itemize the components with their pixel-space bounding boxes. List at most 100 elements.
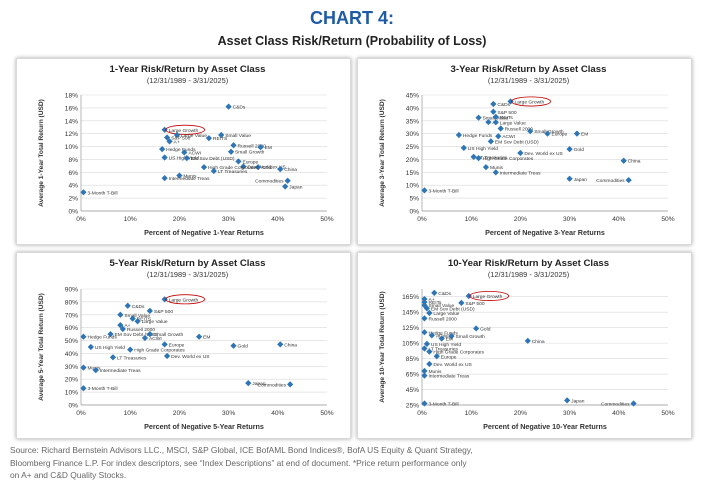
data-label: LT Treasuries [428,347,458,353]
data-label: Gold [574,147,585,153]
point-us-high-yield [460,144,467,151]
y-tick-label: 18% [65,93,78,100]
chart-panel-1-year: 1-Year Risk/Return by Asset Class (12/31/… [16,58,351,245]
data-label: 3-Month T-Bill [428,401,458,407]
point-dev-world-ex-us [163,352,171,360]
x-tick-label: 40% [271,216,284,223]
data-label: REITs [500,115,514,121]
y-tick-label: 85% [406,356,419,363]
data-label: REITS [213,136,228,142]
point-munis [482,164,490,171]
point-reits [129,315,136,322]
x-tick-label: 50% [320,410,333,417]
y-tick-label: 4% [68,183,78,190]
y-tick-label: 6% [68,170,78,177]
data-label: LT Treasuries [478,155,508,161]
data-label: Dev. World ex US [171,354,210,360]
source-footnote: Source: Richard Bernstein Advisors LLC.,… [10,444,700,482]
point-em-sov-debt-usd [487,138,494,145]
data-label: C&Ds [132,304,145,310]
y-tick-label: 35% [406,118,419,125]
x-axis-label: Percent of Negative 5-Year Returns [144,422,264,431]
y-tick-label: 25% [406,144,419,151]
x-tick-label: 30% [222,410,235,417]
x-tick-label: 30% [563,216,576,223]
y-tick-label: 105% [402,341,419,348]
y-tick-label: 10% [65,390,78,397]
data-label: China [532,339,545,345]
point-c-ds [225,103,232,110]
scatter-chart: 10-Year Risk/Return by Asset Class(12/31… [379,258,675,431]
x-axis-label: Percent of Negative 10-Year Returns [483,422,607,431]
source-line: on A+ and C&D Quality Stocks. [10,470,127,480]
x-tick-label: 40% [612,410,625,417]
point-small-growth [227,148,235,155]
chart-title: 3-Year Risk/Return by Asset Class [451,64,607,75]
point-commodities [284,177,291,184]
data-label: Gold [262,165,273,171]
data-label: Large Value [142,319,168,325]
x-tick-label: 50% [320,216,333,223]
point-gold [473,325,480,332]
data-label: US High Yield [95,345,125,351]
y-tick-label: 45% [406,93,419,100]
point-c-ds [124,302,131,309]
point-gold [566,146,573,153]
data-label: High Grade Corporates [483,156,534,162]
data-label: 3-Month T-Bill [428,188,458,194]
data-label: Hedge Funds [428,330,458,336]
point-small-value [117,311,124,318]
data-label: REITs [428,300,442,306]
data-label: Large Growth [169,297,199,303]
data-label: Intermediate Treas [500,170,541,176]
data-label: C&Ds [438,291,451,297]
data-label: S&P 500 [497,110,516,116]
point-china [277,341,284,348]
data-label: Hedge Funds [166,147,196,153]
data-label: Japan [574,177,588,183]
data-label: Japan [571,398,585,404]
data-label: ACWI [149,336,162,342]
data-label: China [284,342,297,348]
y-tick-label: 14% [65,118,78,125]
point-large-growth [161,296,168,303]
chart-panel-10-year: 10-Year Risk/Return by Asset Class (12/31… [357,252,692,439]
point-gold [230,342,237,349]
data-label: ACWI [188,150,201,156]
x-tick-label: 50% [661,410,674,417]
point-em [195,333,203,340]
x-tick-label: 30% [563,410,576,417]
y-axis-label: Average 5-Year Total Return (USD) [38,293,45,401]
data-label: ACWI [502,134,515,140]
data-label: Japan [289,185,303,191]
y-tick-label: 5% [409,196,419,203]
point-reits [205,135,213,142]
y-tick-label: 2% [68,196,78,203]
data-label: Japan [252,381,266,387]
data-label: EM [581,132,588,138]
data-label: Munis [428,369,442,375]
data-label: Dev. World ex US [433,362,472,368]
data-label: EM [203,335,210,341]
data-label: EM [265,145,272,151]
point-lt-treasuries [109,354,117,361]
data-label: Russell 2000 [238,143,267,149]
y-tick-label: 0% [68,209,78,216]
point-intermediate-treas [161,175,168,182]
chart-subtitle: Asset Class Risk/Return (Probability of … [217,34,487,48]
point-c-ds [431,289,438,296]
scatter-chart: 3-Year Risk/Return by Asset Class(12/31/… [379,64,675,237]
x-tick-label: 30% [222,216,235,223]
point-s-p-500 [163,134,171,141]
data-label: Russell 2000 [127,327,156,333]
y-tick-label: 25% [406,403,419,410]
chart-title: 1-Year Risk/Return by Asset Class [110,64,266,75]
data-label: Dev. World ex US [247,165,286,171]
y-axis-label: Average 10-Year Total Return (USD) [379,291,386,402]
data-label: US High Yield [468,146,498,152]
point-japan [564,397,571,404]
point-europe [161,341,168,348]
data-label: 3-Month T-Bill [87,386,117,392]
data-label: China [628,159,641,165]
data-label: A+ [174,139,180,145]
